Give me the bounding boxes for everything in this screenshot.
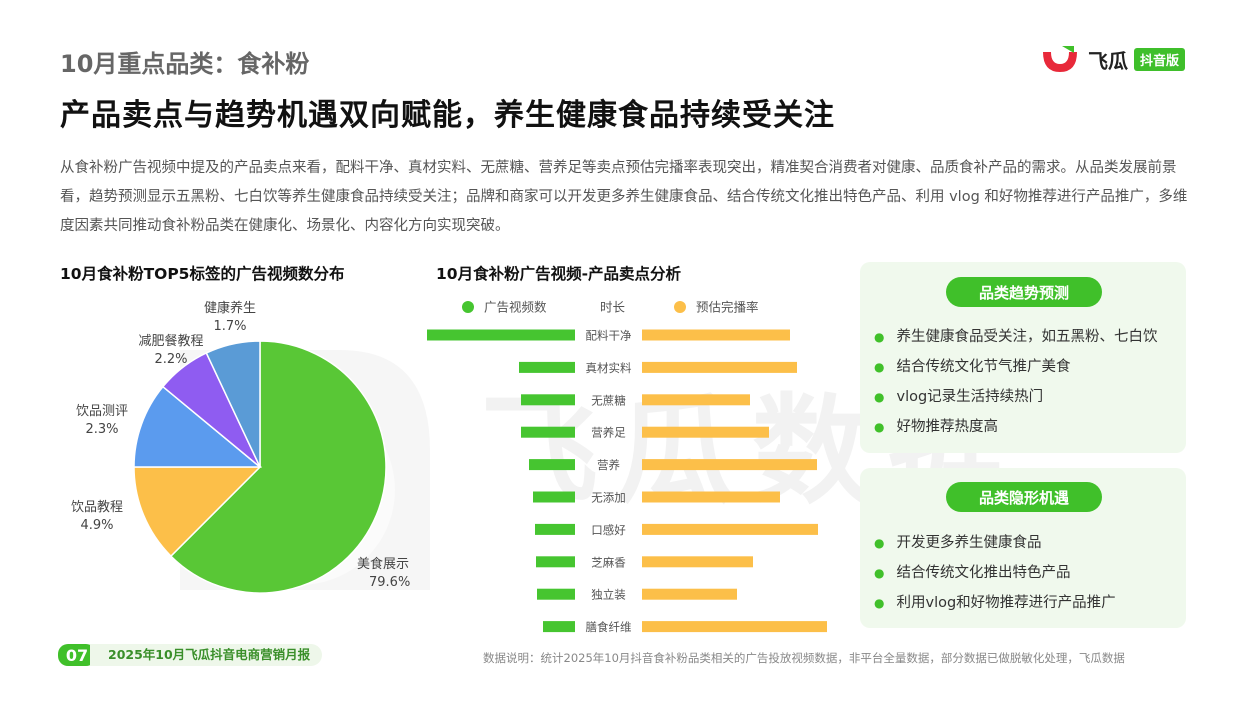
bar-completion-rate [642, 491, 780, 503]
bar-video-count [529, 459, 575, 471]
bar-completion-rate [642, 523, 818, 535]
bar-completion-rate [642, 361, 797, 373]
bar-video-count [521, 426, 575, 438]
pie-slice-label: 饮品教程 [71, 499, 123, 515]
legend-label: 预估完播率 [696, 300, 759, 315]
legend-marker [462, 301, 474, 313]
legend-label: 时长 [600, 300, 626, 315]
opportunity-list: ● 开发更多养生健康食品 ● 结合传统文化推出特色产品 ● 利用vlog和好物推荐进行… [874, 528, 1116, 618]
page-headline: 产品卖点与趋势机遇双向赋能，养生健康食品持续受关注 [60, 98, 835, 133]
bullet-icon: ● [874, 420, 885, 434]
bar-video-count [537, 588, 575, 600]
bar-video-count [533, 491, 575, 503]
category-title: 10月重点品类：食补粉 [60, 50, 310, 78]
bullet-icon: ● [874, 536, 885, 550]
pie-slice-label: 减肥餐教程 [138, 333, 203, 349]
bar-category-label: 无添加 [591, 491, 626, 505]
pie-slice-value: 4.9% [80, 518, 113, 533]
logo-badge: 抖音版 [1134, 47, 1186, 71]
bar-category-label: 膳食纤维 [586, 620, 632, 634]
panel-title-trend: 品类趋势预测 [946, 277, 1102, 307]
bar-chart-title: 10月食补粉广告视频-产品卖点分析 [436, 265, 682, 283]
bar-category-label: 芝麻香 [591, 555, 626, 569]
pie-slice-label: 健康养生 [204, 300, 256, 316]
bullet-icon: ● [874, 390, 885, 404]
bar-completion-rate [642, 426, 769, 438]
bullet-icon: ● [874, 360, 885, 374]
panel-title-hidden: 品类隐形机遇 [946, 482, 1102, 512]
bar-video-count [536, 556, 575, 568]
list-item: ● 养生健康食品受关注，如五黑粉、七白饮 [874, 329, 1158, 345]
page-number: 07 [58, 644, 96, 666]
bar-video-count [543, 621, 575, 633]
list-item: ● vlog记录生活持续热门 [874, 389, 1044, 405]
bar-category-label: 真材实料 [586, 361, 632, 375]
bullet-icon: ● [874, 330, 885, 344]
list-item: ● 结合传统文化节气推广美食 [874, 359, 1071, 375]
hidden-opportunity-panel: 品类隐形机遇 ● 开发更多养生健康食品 ● 结合传统文化推出特色产品 ● 利用vlog… [860, 468, 1186, 628]
legend-marker [674, 301, 686, 313]
bar-completion-rate [642, 588, 737, 600]
pie-slice-label: 饮品测评 [76, 404, 128, 419]
logo-name: 飞瓜 [1088, 48, 1128, 73]
pie-chart-title: 10月食补粉TOP5标签的广告视频数分布 [60, 265, 345, 283]
pie-slice-value: 1.7% [213, 319, 246, 334]
bar-category-label: 营养足 [591, 426, 626, 440]
bar-video-count [427, 329, 575, 341]
bar-category-label: 无蔗糖 [591, 393, 626, 407]
intro-paragraph: 从食补粉广告视频中提及的产品卖点来看，配料干净、真材实料、无蔗糖、营养足等卖点预… [60, 160, 1188, 234]
list-item: ● 好物推荐热度高 [874, 419, 998, 435]
bar-completion-rate [642, 459, 817, 471]
feigua-logo-icon [1043, 46, 1077, 72]
trend-list: ● 养生健康食品受关注，如五黑粉、七白饮 ● 结合传统文化节气推广美食 ● vlog记… [874, 322, 1157, 442]
bar-completion-rate [642, 621, 827, 633]
bar-category-label: 口感好 [591, 523, 626, 537]
bar-video-count [521, 394, 575, 406]
report-name: 2025年10月飞瓜抖音电商营销月报 [90, 644, 323, 666]
bar-category-label: 营养 [597, 458, 620, 472]
bar-completion-rate [642, 329, 790, 341]
bar-category-label: 配料干净 [586, 329, 632, 343]
footer: 07 2025年10月飞瓜抖音电商营销月报 [58, 644, 323, 666]
bar-completion-rate [642, 556, 753, 568]
list-item: ● 结合传统文化推出特色产品 [874, 565, 1071, 581]
pie-slice-value: 79.6% [369, 575, 410, 590]
data-note: 数据说明：统计2025年10月抖音食补粉品类相关的广告投放视频数据，非平台全量数… [483, 651, 1125, 665]
list-item: ● 利用vlog和好物推荐进行产品推广 [874, 595, 1116, 611]
pie-chart: 美食展示 79.6% 饮品教程 4.9% 饮品测评 2.3% 减肥餐教程 2.2% 健康养生 1.… [71, 300, 410, 594]
bullet-icon: ● [874, 596, 885, 610]
legend-label: 广告视频数 [484, 300, 547, 315]
bar-completion-rate [642, 394, 750, 406]
pie-slice-value: 2.2% [154, 352, 187, 367]
category-trend-panel: 品类趋势预测 ● 养生健康食品受关注，如五黑粉、七白饮 ● 结合传统文化节气推广美食… [860, 262, 1186, 453]
bar-video-count [535, 523, 575, 535]
pie-slice-value: 2.3% [85, 422, 118, 437]
brand-logo: 飞瓜 抖音版 [1040, 44, 1186, 74]
bar-video-count [519, 361, 575, 373]
bar-category-label: 独立装 [591, 588, 626, 602]
bullet-icon: ● [874, 566, 885, 580]
bar-chart: 广告视频数 时长 预估完播率配料干净真材实料无蔗糖营养足营养无添加口感好芝麻香独立装… [427, 300, 827, 634]
list-item: ● 开发更多养生健康食品 [874, 535, 1042, 551]
pie-slice-label: 美食展示 [357, 556, 409, 572]
